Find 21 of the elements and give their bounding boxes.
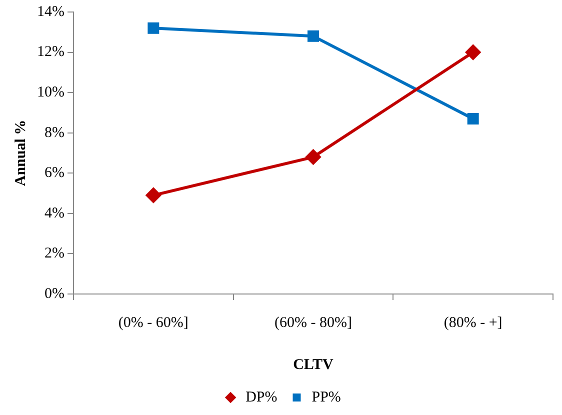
- x-tick-label: (0% - 60%]: [118, 314, 188, 331]
- point: [146, 188, 161, 203]
- y-tick-label: 8%: [44, 124, 64, 141]
- y-tick-label: 6%: [44, 165, 64, 182]
- y-tick-label: 14%: [36, 4, 64, 20]
- legend-label: PP%: [312, 389, 341, 406]
- y-tick-label: 2%: [44, 246, 64, 262]
- point: [306, 150, 321, 165]
- point: [466, 44, 481, 60]
- point: [148, 22, 160, 34]
- point: [467, 113, 479, 124]
- legend-label: DP%: [246, 389, 278, 406]
- x-tick-label: (60% - 80%]: [274, 314, 352, 331]
- y-tick-label: 10%: [36, 84, 64, 101]
- x-axis-title: CLTV: [293, 356, 334, 373]
- x-tick-label: (80% - +]: [444, 314, 502, 331]
- y-tick-label: 0%: [44, 286, 64, 302]
- y-axis-title: Annual %: [12, 120, 29, 186]
- y-tick-label: 4%: [44, 205, 64, 222]
- y-tick-label: 12%: [36, 44, 64, 60]
- point: [308, 30, 319, 42]
